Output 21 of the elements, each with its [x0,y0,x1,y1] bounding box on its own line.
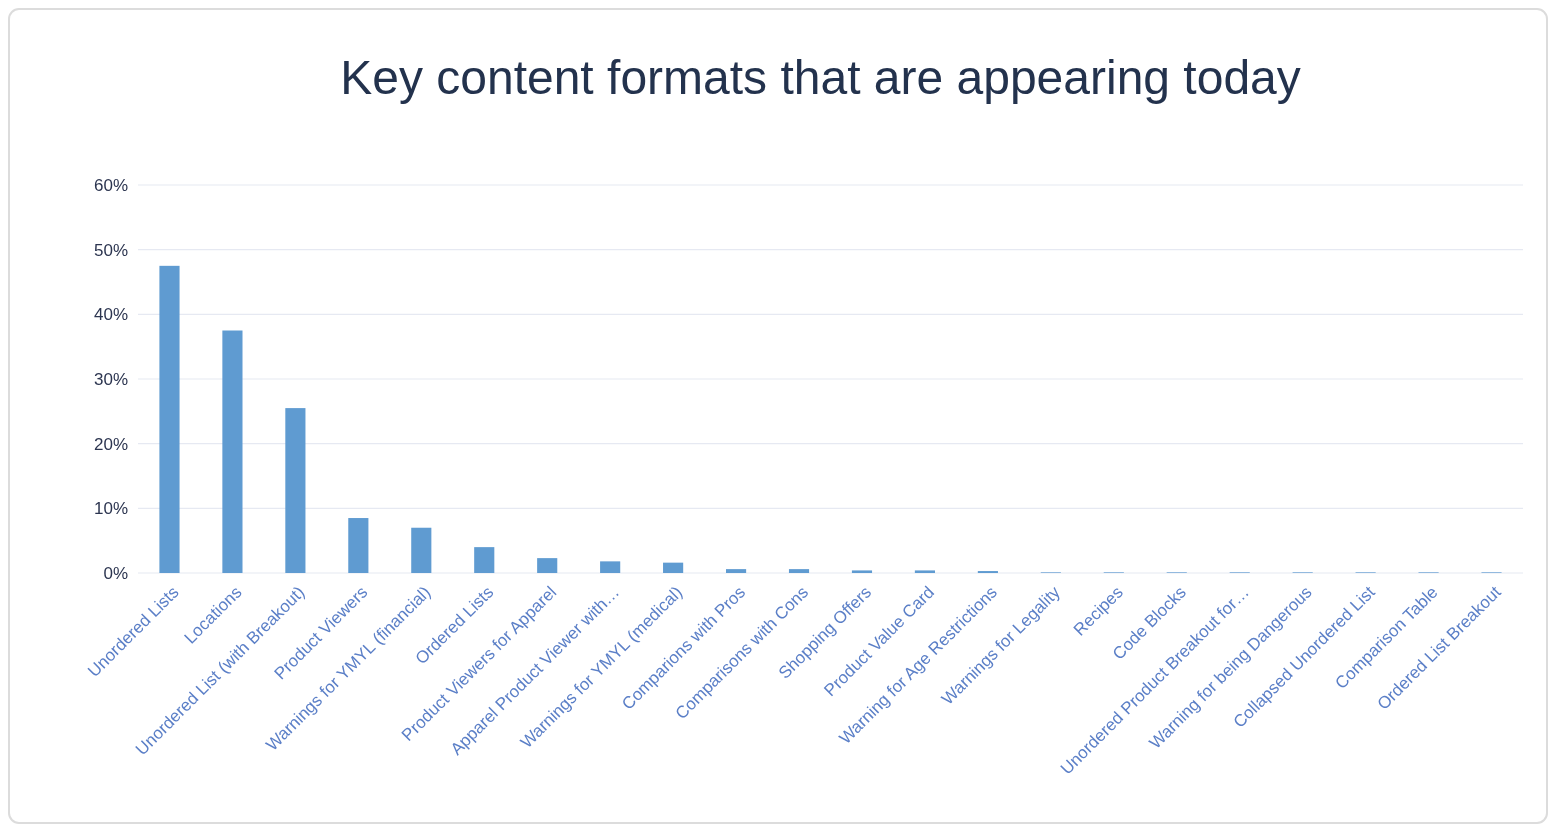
bar [159,265,180,573]
y-tick-label: 20% [93,434,128,454]
y-tick-label: 50% [93,240,128,260]
bar [222,330,243,573]
bar [600,561,621,573]
bar [914,570,935,573]
y-tick-label: 30% [93,369,128,389]
bar [537,558,558,573]
bar [851,570,873,573]
y-tick-label: 40% [93,305,128,325]
bar [726,569,747,573]
y-tick-label: 10% [93,499,128,519]
y-tick-label: 60% [93,175,128,195]
chart-title: Key content formats that are appearing today [340,51,1301,104]
bar [474,547,495,573]
bar [348,518,369,573]
bar [411,527,432,573]
bar [285,408,306,573]
y-tick-label: 0% [103,563,128,583]
bar [663,562,684,573]
bar [788,569,810,573]
